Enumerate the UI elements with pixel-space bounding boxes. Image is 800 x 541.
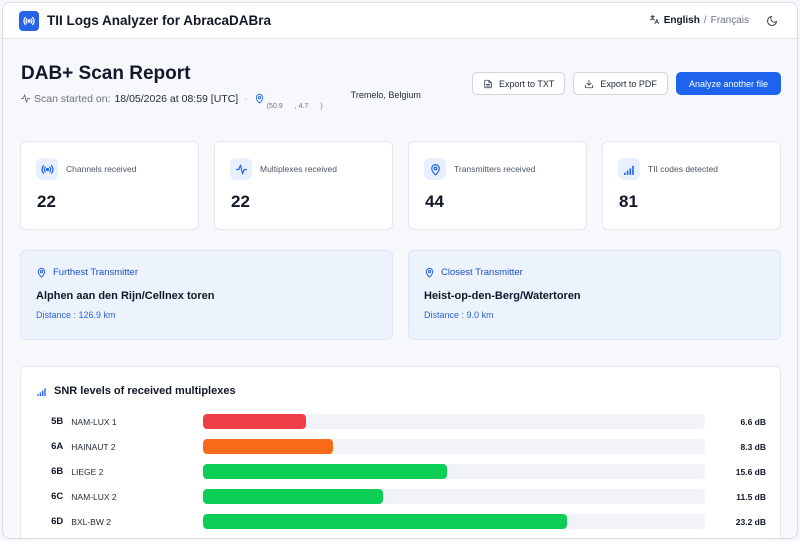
theme-toggle-button[interactable] [763, 12, 781, 30]
scan-date: 18/05/2026 at 08:59 [UTC] [114, 93, 239, 105]
stat-label: Transmitters received [454, 164, 536, 174]
snr-row: 6A HAINAUT 2 8.3 dB [36, 434, 766, 459]
snr-value: 6.6 dB [740, 416, 766, 427]
channel-label: 6B [51, 466, 64, 477]
stat-label: Channels received [66, 164, 137, 174]
analyze-another-file-button[interactable]: Analyze another file [675, 72, 781, 95]
file-text-icon [484, 79, 492, 88]
location-pin-icon [425, 267, 434, 278]
snr-row: 6B LIEGE 2 15.6 dB [36, 459, 766, 484]
multiplex-name: BXL-BW 2 [71, 516, 111, 527]
stats-row: Channels received 22 Multiplexes receive… [20, 141, 781, 230]
report-actions: Export to TXT Export to PDF Analyze anot… [472, 72, 781, 95]
meta-separator: · [244, 93, 248, 105]
stat-value: 22 [37, 192, 56, 211]
snr-bar-track [202, 464, 705, 479]
export-pdf-label: Export to PDF [600, 78, 657, 89]
snr-bar [202, 414, 307, 429]
multiplex-name: NAM-LUX 2 [71, 491, 117, 502]
channel-label: 6C [51, 491, 64, 502]
multiplex-name: HAINAUT 2 [71, 441, 116, 452]
closest-name: Heist-op-den-Berg/Watertoren [424, 290, 581, 302]
stat-card-tii-codes: TII codes detected 81 [602, 141, 781, 230]
multiplex-name: LIEGE 2 [71, 466, 104, 477]
export-pdf-button[interactable]: Export to PDF [573, 72, 668, 95]
scan-label: Scan started on: [34, 93, 111, 105]
stat-value: 81 [619, 192, 638, 211]
snr-value: 8.3 dB [740, 441, 766, 452]
snr-value: 23.2 dB [735, 516, 766, 527]
stat-label: Multiplexes received [260, 164, 338, 174]
closest-heading: Closest Transmitter [441, 267, 523, 278]
coordinate-lat: (50.9 [266, 103, 283, 110]
location-pin-icon [424, 158, 446, 180]
snr-card: SNR levels of received multiplexes 5B NAM… [20, 366, 781, 538]
signal-bars-icon [37, 387, 46, 396]
snr-bar-track [202, 439, 705, 454]
page-title: DAB+ Scan Report [21, 63, 191, 84]
download-icon [585, 79, 594, 88]
multiplex-name: NAM-LUX 1 [71, 416, 117, 427]
stat-value: 44 [425, 192, 444, 211]
channel-label: 6A [51, 441, 64, 452]
stat-card-transmitters: Transmitters received 44 [408, 141, 587, 230]
snr-bar [202, 464, 448, 479]
export-txt-button[interactable]: Export to TXT [472, 72, 566, 95]
furthest-transmitter-card: Furthest Transmitter Alphen aan den Rijn… [20, 250, 393, 340]
language-separator: / [703, 15, 707, 26]
snr-bar [202, 514, 567, 529]
snr-row: 7C7C Brab / Limb13.5 dB [36, 534, 766, 538]
snr-value: 15.6 dB [735, 466, 766, 477]
snr-row: 6C NAM-LUX 2 11.5 dB [36, 484, 766, 509]
stat-label: TII codes detected [648, 164, 718, 174]
radio-logo-icon [19, 10, 39, 31]
language-french[interactable]: Français [710, 15, 749, 26]
top-bar: TII Logs Analyzer for AbracaDABra Englis… [3, 3, 797, 39]
activity-icon [230, 158, 252, 180]
snr-value: 11.5 dB [736, 491, 766, 502]
language-english[interactable]: English [663, 15, 700, 26]
radio-broadcast-icon [36, 158, 58, 180]
furthest-name: Alphen aan den Rijn/Cellnex toren [36, 290, 215, 302]
scan-meta: Scan started on: 18/05/2026 at 08:59 [UT… [20, 90, 421, 110]
transmitter-row: Furthest Transmitter Alphen aan den Rijn… [20, 250, 781, 340]
channel-label: 5B [51, 416, 64, 427]
furthest-distance: Distance : 126.9 km [36, 310, 116, 320]
location-pin-icon [37, 267, 46, 278]
snr-row: 5B NAM-LUX 1 6.6 dB [36, 409, 766, 434]
translate-icon [649, 14, 660, 28]
snr-title: SNR levels of received multiplexes [54, 385, 236, 397]
snr-bar [202, 489, 384, 504]
snr-row: 6D BXL-BW 2 23.2 dB [36, 509, 766, 534]
snr-list: 5B NAM-LUX 1 6.6 dB 6A HAINAUT 2 8.3 dB 6B LIEG… [36, 409, 766, 538]
coordinate-lon: , 4.7 [294, 103, 309, 110]
snr-bar [202, 439, 333, 454]
activity-icon [20, 93, 31, 107]
furthest-heading: Furthest Transmitter [53, 267, 138, 278]
closest-transmitter-card: Closest Transmitter Heist-op-den-Berg/Wa… [408, 250, 781, 340]
channel-label: 6D [51, 516, 64, 527]
report-header: DAB+ Scan Report Scan started on: 18/05/… [20, 63, 421, 110]
snr-bar-track [202, 489, 705, 504]
stat-card-multiplexes: Multiplexes received 22 [214, 141, 393, 230]
stat-value: 22 [231, 192, 250, 211]
signal-bars-icon [618, 158, 640, 180]
coordinates: (50.9 , 4.7) [267, 103, 335, 110]
coordinate-end: ) [320, 103, 323, 110]
location-name: Tremelo, Belgium [350, 90, 421, 100]
closest-distance: Distance : 9.0 km [424, 310, 494, 320]
snr-bar-track [202, 414, 705, 429]
app-title: TII Logs Analyzer for AbracaDABra [47, 13, 272, 28]
language-switcher: English / Français [649, 14, 749, 28]
snr-bar-track [202, 514, 705, 529]
moon-icon [767, 15, 777, 26]
location-pin-icon [254, 93, 265, 107]
export-txt-label: Export to TXT [499, 78, 555, 89]
stat-card-channels: Channels received 22 [20, 141, 199, 230]
